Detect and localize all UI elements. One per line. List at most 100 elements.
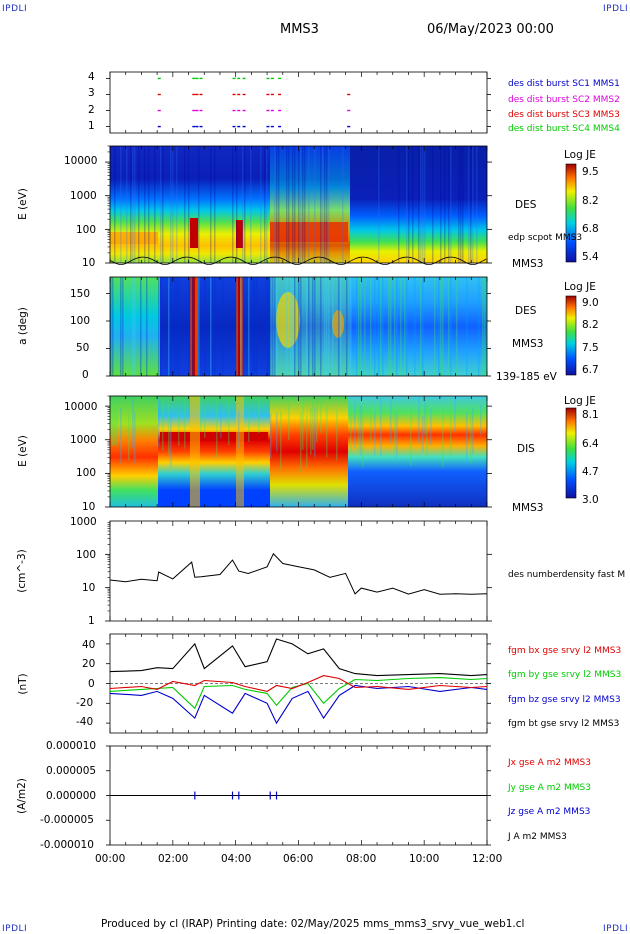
pitch-texture [442,277,444,376]
des-energy-texture [176,146,178,263]
pitch-texture [170,277,172,376]
pitch-texture [294,277,296,376]
bfield-ytick-minus20: -20 [76,697,94,709]
burst-ytick-4: 4 [88,71,95,83]
pitch-texture [388,277,390,376]
des-energy-ylabel: E (eV) [17,188,29,220]
xtick-0400: 04:00 [221,853,252,865]
pitch-texture [276,277,278,376]
dis-texture [258,399,260,434]
density-series-label: des numberdensity fast M [508,570,626,580]
pitch-texture [266,277,268,376]
des-energy-texture [184,146,186,263]
des-energy-texture [114,146,116,263]
pitch-texture [370,277,372,376]
des-energy-texture [298,146,300,263]
colorbar-dis-energy [565,407,577,499]
des-energy-texture [476,146,478,263]
legend-burst-mms3: des dist burst SC3 MMS3 [508,110,620,120]
pitch-texture [338,277,340,376]
dis-texture [418,396,420,444]
dis-texture [168,400,170,455]
dis-texture [276,412,278,452]
des-energy-texture [468,146,470,263]
dis-texture [248,411,250,442]
dis-energy-ytick-100: 100 [76,467,97,479]
pitch-texture [292,277,294,376]
colorbar-pitch-title: Log JE [564,281,596,293]
dis-energy-spacecraft: MMS3 [512,502,544,514]
pitch-texture [394,277,396,376]
pitch-texture [350,277,352,376]
dis-texture [200,398,202,433]
current-legend-j: J A m2 MMS3 [508,832,567,842]
des-energy-texture [148,146,150,263]
panel-frame-1 [109,71,488,134]
dis-texture [204,407,206,438]
dis-texture [336,410,338,461]
des-energy-texture [138,146,140,263]
pitch-texture [306,277,308,376]
current-ytick-p10: 0.000010 [46,740,97,752]
pitch-texture [406,277,408,376]
colorbar-des-energy [565,163,577,263]
dis-texture [350,398,352,455]
pitch-texture [396,277,398,376]
dis-texture [114,409,116,446]
dis-texture [316,400,318,443]
pitch-texture [272,277,274,376]
dis-texture [374,410,376,456]
pitch-texture [422,277,424,376]
bfield-ytick-0: 0 [88,678,95,690]
pitch-texture [390,277,392,376]
bfield-ytick-minus40: -40 [76,716,94,728]
colorbar-pitch-tick-2: 7.5 [582,342,599,354]
dis-texture [270,413,272,459]
pitch-instrument: DES [515,305,537,317]
dis-texture [184,400,186,449]
xtick-0000: 00:00 [95,853,126,865]
dis-energy-ytick-1000: 1000 [70,434,97,446]
des-energy-texture [278,146,280,263]
dis-texture [410,406,412,466]
dis-texture [280,411,282,470]
pitch-texture [326,277,328,376]
pitch-texture [484,277,486,376]
colorbar-des-energy-tick-3: 5.4 [582,251,599,263]
dis-texture [430,409,432,446]
des-energy-texture [244,146,246,263]
pitch-texture [404,277,406,376]
bfield-ylabel: (nT) [17,673,29,695]
pitch-ytick-0: 0 [82,369,89,381]
dis-texture [326,405,328,458]
legend-burst-mms1: des dist burst SC1 MMS1 [508,79,620,89]
des-energy-scpot-label: edp scpot MMS3 [508,233,583,243]
dis-texture [170,412,172,468]
density-ylabel: (cm^-3) [16,549,28,593]
colorbar-dis-energy-tick-3: 3.0 [582,494,599,506]
corner-label-bottom-left: IPDLI [2,924,28,934]
dis-texture [288,404,290,441]
dis-energy-spectrogram [110,396,487,507]
pitch-texture [466,277,468,376]
dis-texture [454,396,456,432]
dis-texture [320,396,322,433]
des-energy-texture [412,146,414,263]
dis-texture [442,407,444,468]
pitch-texture [374,277,376,376]
colorbar-pitch-tick-3: 6.7 [582,364,599,376]
spacecraft-title: MMS3 [280,22,319,37]
des-energy-texture [162,146,164,263]
dis-texture [112,401,114,447]
pitch-texture [358,277,360,376]
des-energy-texture [250,146,252,263]
colorbar-dis-energy-tick-1: 6.4 [582,438,599,450]
des-energy-texture [242,146,244,263]
dis-texture [358,404,360,451]
pitch-texture [414,277,416,376]
pitch-texture [134,277,136,376]
dis-texture [132,398,134,448]
dis-texture [426,402,428,454]
pitch-texture [324,277,326,376]
pitch-texture [242,277,244,376]
